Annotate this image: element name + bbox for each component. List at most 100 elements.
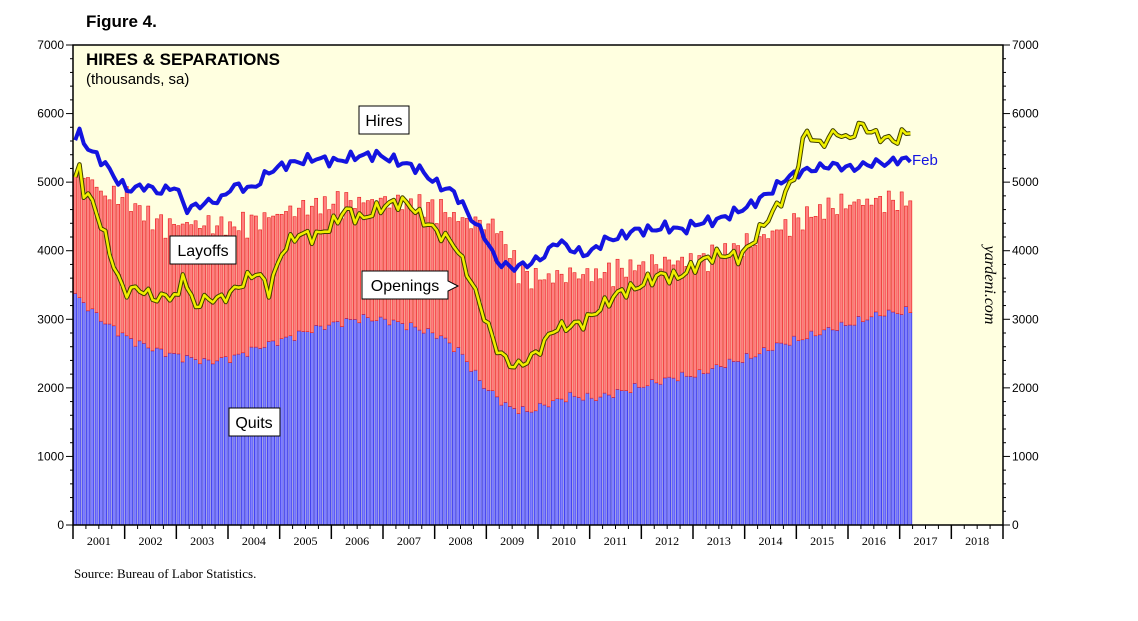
quits-bar (611, 397, 616, 526)
layoffs-bar (869, 204, 874, 318)
layoffs-bar (288, 205, 293, 337)
layoffs-bar (856, 199, 861, 317)
layoffs-bar (805, 206, 809, 340)
quits-bar (198, 363, 202, 526)
quits-label-box: Quits (228, 407, 281, 437)
quits-bar (701, 373, 706, 526)
quits-bar (503, 402, 508, 526)
layoffs-bar (783, 219, 788, 345)
y-axis-left: 0 1000 2000 3000 4000 5000 6000 7000 (37, 38, 73, 532)
layoffs-bar (835, 214, 839, 331)
quits-bar (658, 383, 663, 526)
layoffs-bar (155, 218, 159, 349)
quits-bar (529, 411, 534, 526)
layoffs-bar (585, 268, 590, 394)
quits-bar (150, 350, 155, 526)
layoffs-bar (103, 195, 108, 325)
quits-bar (137, 340, 142, 526)
openings-label-box: Openings (361, 270, 460, 300)
quits-bar (499, 404, 504, 526)
layoffs-bar (680, 256, 684, 373)
layoffs-bar (774, 229, 779, 344)
feb-label: Feb (912, 152, 938, 169)
quits-bar (120, 332, 125, 526)
quits-bar (512, 408, 517, 526)
y-axis-right: 0 1000 2000 3000 4000 5000 6000 7000 (1003, 38, 1039, 532)
quits-bar (167, 352, 172, 526)
hires-label: Hires (365, 113, 402, 130)
layoffs-bar (594, 268, 598, 401)
layoffs-bar (387, 207, 392, 326)
layoffs-bar (245, 237, 250, 357)
layoffs-bar (404, 201, 409, 331)
quits-bar (555, 398, 560, 526)
layoffs-bar (710, 244, 715, 369)
layoffs-bar (318, 213, 323, 327)
x-year-label: 2016 (862, 534, 886, 548)
quits-bar (861, 321, 865, 526)
quits-bar (874, 311, 878, 526)
watermark: yardeni.com (981, 244, 998, 325)
openings-line (74, 121, 911, 369)
quits-bar (129, 338, 133, 526)
quits-bar (232, 354, 237, 526)
layoffs-label: Layoffs (177, 243, 228, 260)
quits-bar (886, 309, 891, 526)
x-year-label: 2011 (604, 534, 628, 548)
layoffs-bar (365, 200, 370, 318)
quits-bar (241, 352, 245, 526)
y-tick-label-right: 6000 (1012, 107, 1039, 121)
quits-bar (309, 332, 314, 526)
quits-bar (731, 361, 736, 526)
x-year-label: 2018 (965, 534, 989, 548)
layoffs-bar (305, 214, 310, 332)
quits-bar (189, 357, 194, 526)
quits-bar (443, 337, 448, 526)
quits-bar (193, 359, 198, 526)
quits-bar (409, 322, 413, 526)
hires-label-box: Hires (358, 105, 410, 135)
quits-bar (279, 338, 284, 526)
layoffs-bar (899, 191, 904, 315)
quits-bar (671, 377, 676, 526)
quits-bar (564, 401, 568, 526)
quits-bar (904, 306, 908, 526)
quits-bar (813, 335, 818, 526)
layoffs-bar (512, 250, 517, 409)
quits-bar (223, 356, 228, 526)
quits-bar (236, 353, 241, 526)
x-year-label: 2004 (242, 534, 266, 548)
layoffs-bar (370, 199, 374, 322)
layoffs-bar (284, 211, 288, 338)
quits-bar (667, 376, 672, 526)
quits-bar (805, 338, 809, 526)
x-year-label: 2017 (914, 534, 938, 548)
layoffs-bar (667, 259, 672, 378)
x-year-label: 2010 (552, 534, 576, 548)
layoffs-bar (611, 286, 616, 398)
quits-bar (865, 319, 870, 526)
quits-bar (693, 376, 697, 526)
quits-bar (495, 396, 499, 526)
y-tick-label-left: 3000 (37, 312, 64, 326)
quits-bar (81, 302, 86, 526)
layoffs-bar (86, 177, 90, 312)
quits-bar (305, 331, 310, 526)
quits-bar (206, 359, 211, 526)
layoffs-bar (645, 273, 650, 387)
layoffs-bar (878, 196, 883, 317)
quits-bar (124, 335, 129, 526)
layoffs-bar (275, 213, 280, 346)
layoffs-bar (374, 205, 379, 321)
layoffs-bar (340, 218, 344, 327)
layoffs-bar (383, 196, 387, 320)
quits-bar (383, 318, 387, 526)
plot-background (73, 45, 1003, 525)
quits-bar (142, 343, 146, 526)
layoffs-bar (198, 228, 202, 365)
layoffs-label-box: Layoffs (169, 235, 237, 265)
layoffs-bar (460, 217, 465, 355)
layoffs-bar (619, 267, 624, 391)
quits-bar (839, 321, 844, 526)
quits-bar (835, 330, 839, 526)
